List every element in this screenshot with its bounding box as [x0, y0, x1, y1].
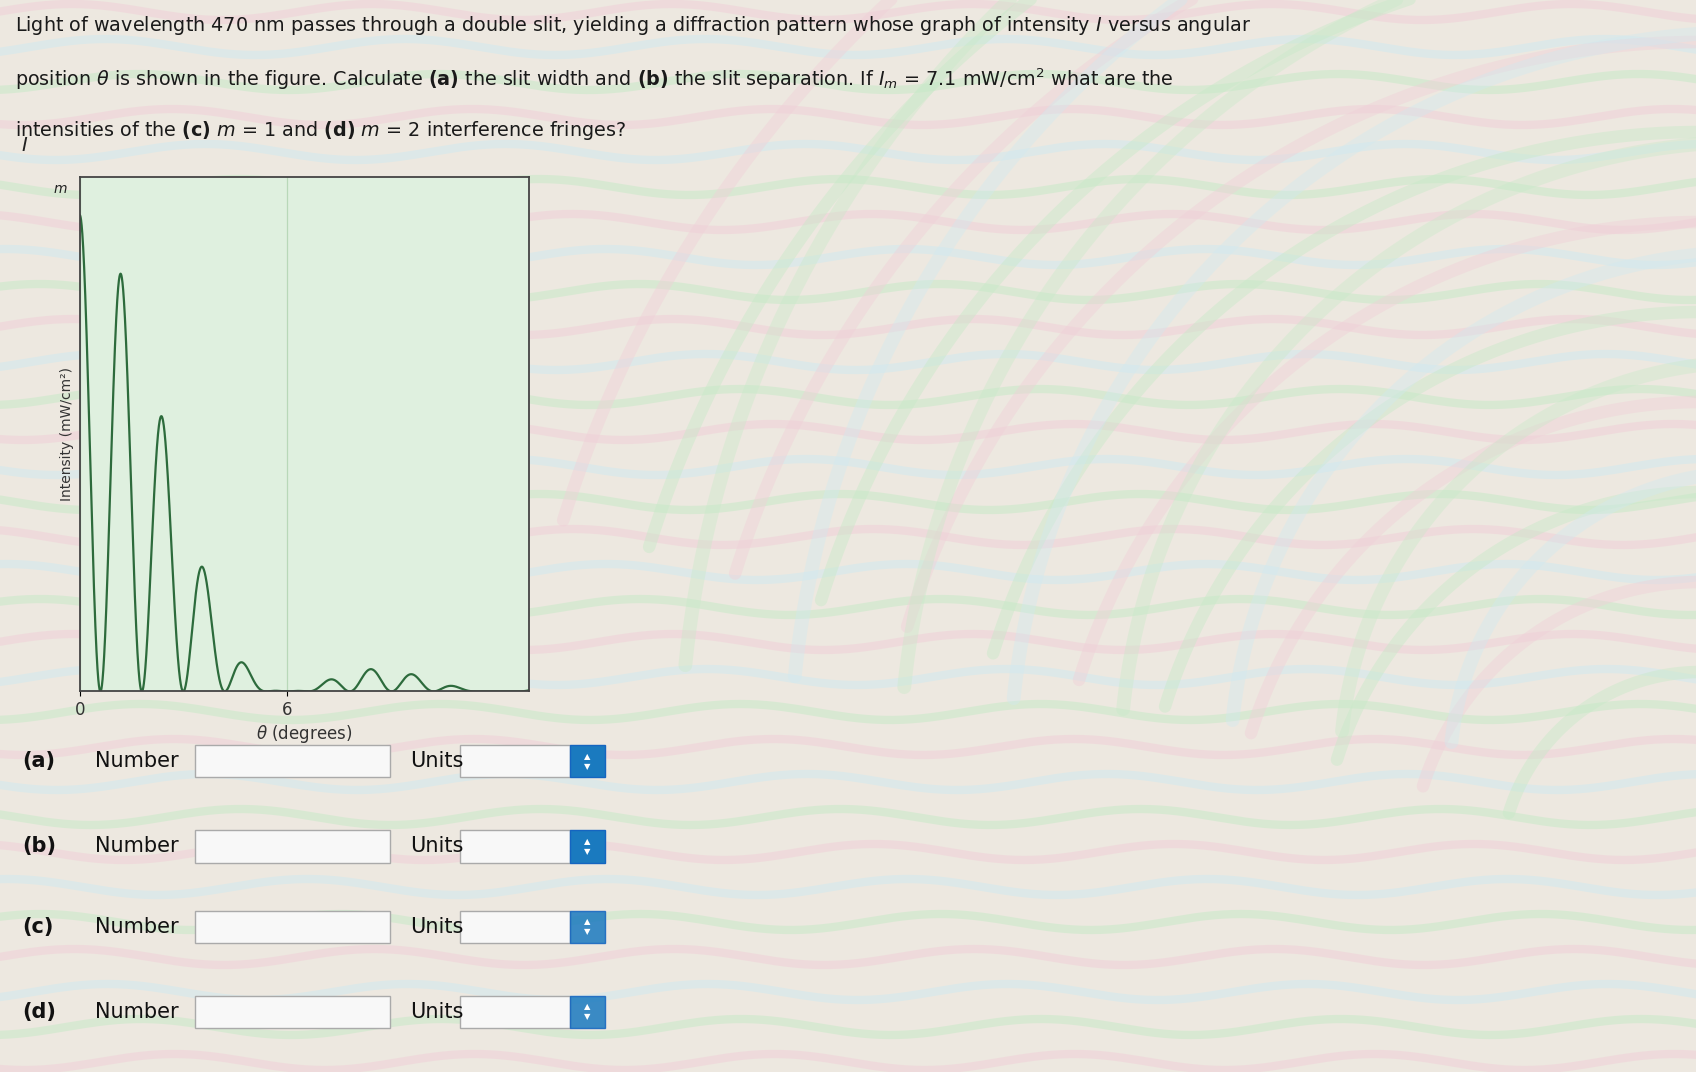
Bar — [570, 745, 605, 777]
Bar — [460, 910, 570, 942]
Text: Units: Units — [410, 836, 463, 857]
Text: (a): (a) — [22, 751, 54, 771]
Y-axis label: Intensity (mW/cm²): Intensity (mW/cm²) — [59, 368, 75, 502]
Text: ▲: ▲ — [583, 837, 590, 846]
Bar — [570, 996, 605, 1028]
Text: Number: Number — [95, 836, 178, 857]
Text: Number: Number — [95, 1002, 178, 1022]
Text: (c): (c) — [22, 917, 53, 937]
Text: $m$: $m$ — [53, 182, 68, 196]
Text: ▼: ▼ — [583, 762, 590, 771]
Text: Units: Units — [410, 1002, 463, 1022]
Text: intensities of the $\bf{(c)}$ $m$ = 1 and $\bf{(d)}$ $m$ = 2 interference fringe: intensities of the $\bf{(c)}$ $m$ = 1 an… — [15, 119, 626, 143]
Bar — [195, 996, 390, 1028]
Text: ▼: ▼ — [583, 927, 590, 936]
Text: Number: Number — [95, 917, 178, 937]
Text: Units: Units — [410, 917, 463, 937]
Bar — [460, 996, 570, 1028]
Bar — [195, 745, 390, 777]
Text: ▲: ▲ — [583, 918, 590, 926]
Text: ▼: ▼ — [583, 1012, 590, 1022]
Bar — [195, 910, 390, 942]
Text: Number: Number — [95, 751, 178, 771]
Bar — [460, 831, 570, 863]
Text: (b): (b) — [22, 836, 56, 857]
Text: Light of wavelength 470 nm passes through a double slit, yielding a diffraction : Light of wavelength 470 nm passes throug… — [15, 14, 1252, 36]
Text: (d): (d) — [22, 1002, 56, 1022]
Text: $I$: $I$ — [22, 136, 29, 154]
Bar — [570, 910, 605, 942]
Bar — [460, 745, 570, 777]
Text: ▲: ▲ — [583, 751, 590, 761]
X-axis label: $\theta$ (degrees): $\theta$ (degrees) — [256, 724, 353, 745]
Text: ▼: ▼ — [583, 847, 590, 855]
Text: Units: Units — [410, 751, 463, 771]
Bar — [570, 831, 605, 863]
Text: position $\theta$ is shown in the figure. Calculate $\bf{(a)}$ the slit width an: position $\theta$ is shown in the figure… — [15, 66, 1174, 92]
Bar — [195, 831, 390, 863]
Text: ▲: ▲ — [583, 1002, 590, 1011]
